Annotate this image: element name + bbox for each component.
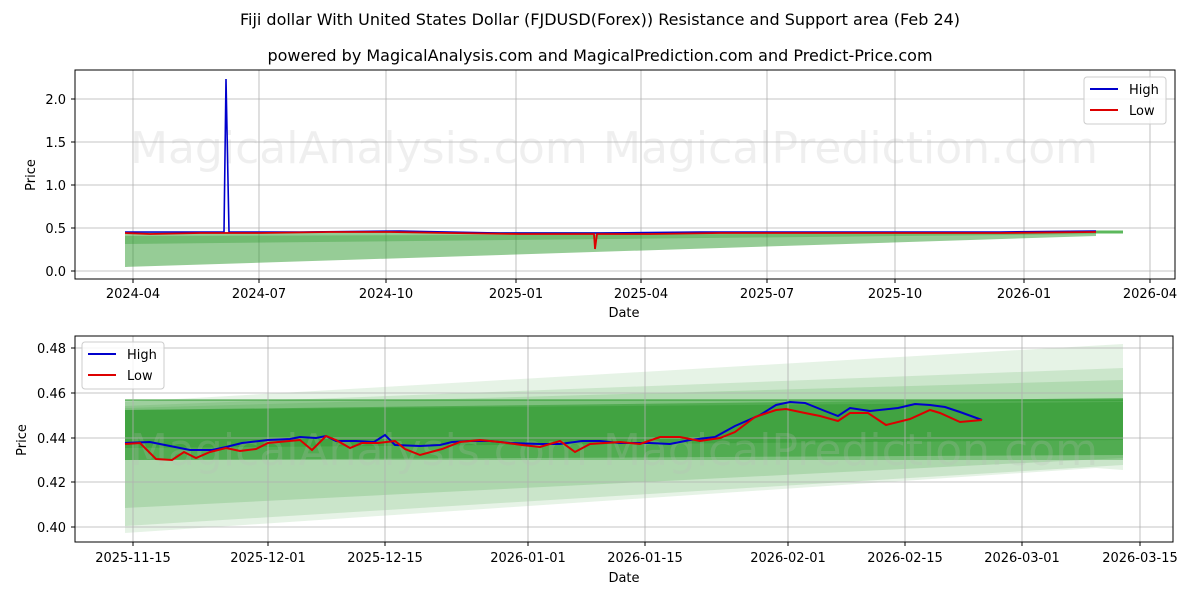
watermark-analysis: MagicalAnalysis.com	[130, 123, 588, 174]
top-high-line	[125, 78, 1097, 234]
svg-text:0.44: 0.44	[37, 432, 66, 447]
svg-text:2026-03-15: 2026-03-15	[1102, 551, 1178, 566]
svg-text:2026-01: 2026-01	[997, 287, 1051, 302]
svg-text:2025-10: 2025-10	[868, 287, 922, 302]
svg-text:2026-01-01: 2026-01-01	[490, 551, 566, 566]
top-x-label: Date	[608, 306, 639, 321]
legend-high-label: High	[1129, 83, 1159, 98]
svg-text:0.0: 0.0	[45, 265, 66, 280]
bottom-low-line	[124, 407, 983, 462]
svg-text:2025-01: 2025-01	[489, 287, 543, 302]
top-x-ticks: 2024-04 2024-07 2024-10 2025-01 2025-04 …	[106, 287, 1177, 302]
svg-text:2026-01-15: 2026-01-15	[607, 551, 683, 566]
svg-text:2026-02-15: 2026-02-15	[867, 551, 943, 566]
svg-text:2024-04: 2024-04	[106, 287, 160, 302]
chart-subtitle: powered by MagicalAnalysis.com and Magic…	[267, 46, 933, 65]
svg-text:0.5: 0.5	[45, 222, 66, 237]
legend-low-label: Low	[1129, 104, 1155, 119]
bottom-grid	[75, 336, 1173, 542]
bottom-legend: High Low	[81, 341, 165, 390]
top-support-band-inner	[125, 233, 1096, 244]
top-y-label: Price	[24, 159, 39, 191]
bottom-chart: MagicalAnalysis.com MagicalPrediction.co…	[15, 335, 1178, 586]
chart-title: Fiji dollar With United States Dollar (F…	[239, 10, 961, 29]
bottom-high-line	[124, 400, 983, 451]
svg-text:0.40: 0.40	[37, 521, 66, 536]
bottom-axes-frame	[74, 335, 1174, 543]
svg-text:2026-04: 2026-04	[1123, 287, 1177, 302]
svg-text:0.42: 0.42	[37, 476, 66, 491]
svg-text:1.5: 1.5	[45, 136, 66, 151]
svg-text:2024-07: 2024-07	[232, 287, 286, 302]
top-chart: MagicalAnalysis.com MagicalPrediction.co…	[24, 69, 1177, 321]
svg-text:2025-07: 2025-07	[740, 287, 794, 302]
svg-text:2025-12-15: 2025-12-15	[347, 551, 423, 566]
bottom-y-label: Price	[15, 424, 30, 456]
bottom-y-ticks: 0.40 0.42 0.44 0.46 0.48	[37, 342, 66, 536]
svg-text:2025-04: 2025-04	[614, 287, 668, 302]
top-low-line	[124, 231, 1097, 250]
svg-text:0.46: 0.46	[37, 387, 66, 402]
bottom-x-ticks: 2025-11-15 2025-12-01 2025-12-15 2026-01…	[95, 551, 1178, 566]
top-legend: High Low	[1083, 76, 1167, 125]
legend-high-label: High	[127, 348, 157, 363]
top-y-ticks: 0.0 0.5 1.0 1.5 2.0	[45, 93, 66, 280]
watermark-prediction: MagicalPrediction.com	[603, 123, 1098, 174]
svg-text:2026-02-01: 2026-02-01	[750, 551, 826, 566]
svg-text:2024-10: 2024-10	[359, 287, 413, 302]
svg-text:1.0: 1.0	[45, 179, 66, 194]
top-axes-frame	[74, 69, 1176, 280]
top-support-band	[125, 232, 1096, 267]
svg-text:2.0: 2.0	[45, 93, 66, 108]
svg-text:2026-03-01: 2026-03-01	[984, 551, 1060, 566]
bottom-x-label: Date	[608, 571, 639, 586]
bottom-support-bands	[125, 344, 1123, 533]
svg-text:0.48: 0.48	[37, 342, 66, 357]
svg-text:2025-11-15: 2025-11-15	[95, 551, 171, 566]
legend-low-label: Low	[127, 369, 153, 384]
svg-text:2025-12-01: 2025-12-01	[230, 551, 306, 566]
watermark-prediction-bottom: MagicalPrediction.com	[603, 425, 1098, 476]
